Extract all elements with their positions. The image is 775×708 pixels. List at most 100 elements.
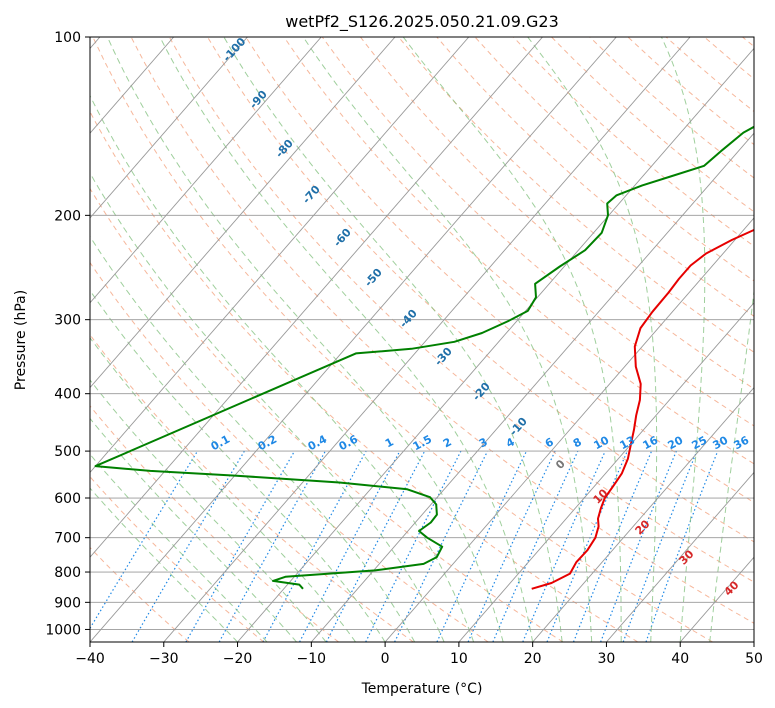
mixing-ratio-label-10: 8 (571, 435, 584, 450)
moist-adiabat-13 (402, 37, 622, 642)
dry-adiabat-5 (90, 187, 564, 642)
moist-adiabat-label-3: 30 (677, 547, 697, 567)
mixing-ratio-label-15: 25 (690, 434, 710, 453)
mixing-ratio-label-13: 16 (641, 433, 661, 452)
x-tick-label-9: 50 (745, 651, 763, 667)
y-tick-label-0: 100 (54, 30, 81, 46)
moist-adiabat-15 (661, 37, 706, 642)
y-tick-label-2: 300 (54, 313, 81, 329)
isotherm-14 (532, 386, 754, 642)
moist-adiabat-8 (90, 94, 475, 642)
dry-adiabat-2 (90, 405, 339, 642)
isotherm-17 (753, 641, 754, 642)
dry-adiabat-3 (90, 333, 414, 642)
moist-adiabat-6 (90, 235, 416, 642)
background-lines (90, 37, 754, 642)
isopleth-labels: -100-90-80-70-60-50-40-30-20-100.1 0.2 0.4… (209, 35, 752, 599)
mixing-ratio-line-12 (522, 450, 606, 642)
mixing-ratio-label-16: 30 (711, 433, 731, 452)
dry-adiabat-14 (360, 37, 754, 390)
dry-adiabat-label-4: -60 (331, 226, 354, 250)
isotherm-13 (458, 302, 754, 642)
moist-adiabat-label-0: 0 (553, 457, 568, 472)
x-tick-label-5: 10 (450, 651, 468, 667)
isotherm-8 (90, 37, 617, 642)
y-tick-label-8: 900 (54, 595, 81, 611)
data-series (94, 125, 754, 590)
mixing-ratio-line-7 (365, 450, 462, 642)
dry-adiabat-15 (398, 37, 754, 353)
moist-adiabat-2 (90, 417, 297, 642)
mixing-ratio-label-6: 2 (441, 435, 454, 450)
mixing-ratio-line-16 (622, 450, 698, 642)
x-tick-label-2: −20 (223, 651, 253, 667)
dry-adiabat-1 (90, 475, 265, 642)
mixing-ratio-line-15 (600, 450, 677, 642)
dry-adiabat-23 (703, 37, 754, 80)
isotherm-16 (679, 556, 754, 642)
y-axis: 100 200 300 400 500 600 700 800 900 1000 (45, 30, 90, 638)
mixing-ratio-label-14: 20 (666, 433, 686, 452)
dry-adiabat-16 (436, 37, 754, 317)
mixing-ratio-label-7: 3 (477, 435, 490, 450)
dry-adiabat-17 (474, 37, 754, 282)
mixing-ratio-label-4: 1 (383, 435, 396, 450)
moist-adiabat-11 (223, 37, 563, 642)
mixing-ratio-line-17 (645, 450, 719, 642)
mixing-ratio-label-17: 36 (732, 433, 752, 452)
mixing-ratio-label-5: 1.5 (411, 433, 434, 454)
mixing-ratio-label-2: 0.4 (306, 432, 330, 453)
dry-adiabat-24 (742, 37, 754, 48)
isotherm-9 (163, 37, 691, 642)
moist-adiabat-9 (106, 37, 504, 642)
y-tick-label-6: 700 (54, 531, 81, 547)
chart-title: wetPf2_S126.2025.050.21.09.G23 (285, 12, 559, 32)
moist-adiabat-16 (709, 287, 754, 642)
moist-adiabat-14 (527, 37, 658, 642)
x-axis: −40 −30 −20 −10 0 10 20 30 40 50 (75, 642, 763, 667)
dry-adiabat-label-7: -30 (432, 345, 455, 369)
isotherm-7 (90, 37, 543, 558)
mixing-ratio-line-0 (90, 450, 199, 630)
y-tick-label-9: 1000 (45, 622, 81, 638)
plot-frame (89, 36, 755, 643)
mixing-ratio-line-3 (218, 450, 326, 642)
x-axis-label: Temperature (°C) (361, 681, 483, 697)
dry-adiabat-label-3: -70 (300, 183, 323, 207)
isotherm-15 (606, 471, 754, 642)
y-axis-label: Pressure (hPa) (13, 290, 29, 390)
moist-adiabat-0 (90, 487, 238, 642)
dry-adiabat-8 (130, 37, 754, 624)
mixing-ratio-label-3: 0.6 (337, 432, 361, 453)
dry-adiabat-label-0: -100 (220, 35, 248, 64)
dry-adiabat-label-8: -20 (470, 380, 493, 404)
x-tick-label-3: −10 (297, 651, 327, 667)
dry-adiabat-label-5: -50 (362, 266, 385, 290)
moist-adiabat-4 (90, 336, 357, 642)
moist-adiabat-1 (90, 453, 268, 642)
dry-adiabat-label-1: -90 (247, 88, 270, 112)
moist-adiabat-3 (90, 379, 327, 642)
y-tick-label-4: 500 (54, 444, 81, 460)
dry-adiabat-7 (92, 37, 713, 642)
moist-adiabat-12 (302, 37, 593, 642)
dry-adiabat-11 (245, 37, 754, 504)
moist-adiabat-5 (90, 289, 386, 642)
y-tick-label-7: 800 (54, 565, 81, 581)
x-tick-label-4: 0 (381, 651, 390, 667)
dry-adiabat-12 (283, 37, 754, 465)
mixing-ratio-label-11: 10 (592, 433, 612, 452)
isotherm-10 (237, 47, 754, 642)
x-tick-label-8: 40 (671, 651, 689, 667)
mixing-ratio-label-0: 0.1 (209, 433, 232, 454)
y-tick-label-5: 600 (54, 491, 81, 507)
mixing-ratio-line-11 (492, 450, 579, 642)
moist-adiabat-7 (90, 172, 445, 642)
isotherm-6 (90, 37, 470, 474)
mixing-ratio-line-13 (546, 450, 628, 642)
moist-adiabat-label-1: 10 (591, 486, 611, 506)
x-tick-label-7: 30 (598, 651, 616, 667)
isotherm-4 (90, 37, 322, 304)
mixing-ratio-line-4 (262, 450, 367, 642)
